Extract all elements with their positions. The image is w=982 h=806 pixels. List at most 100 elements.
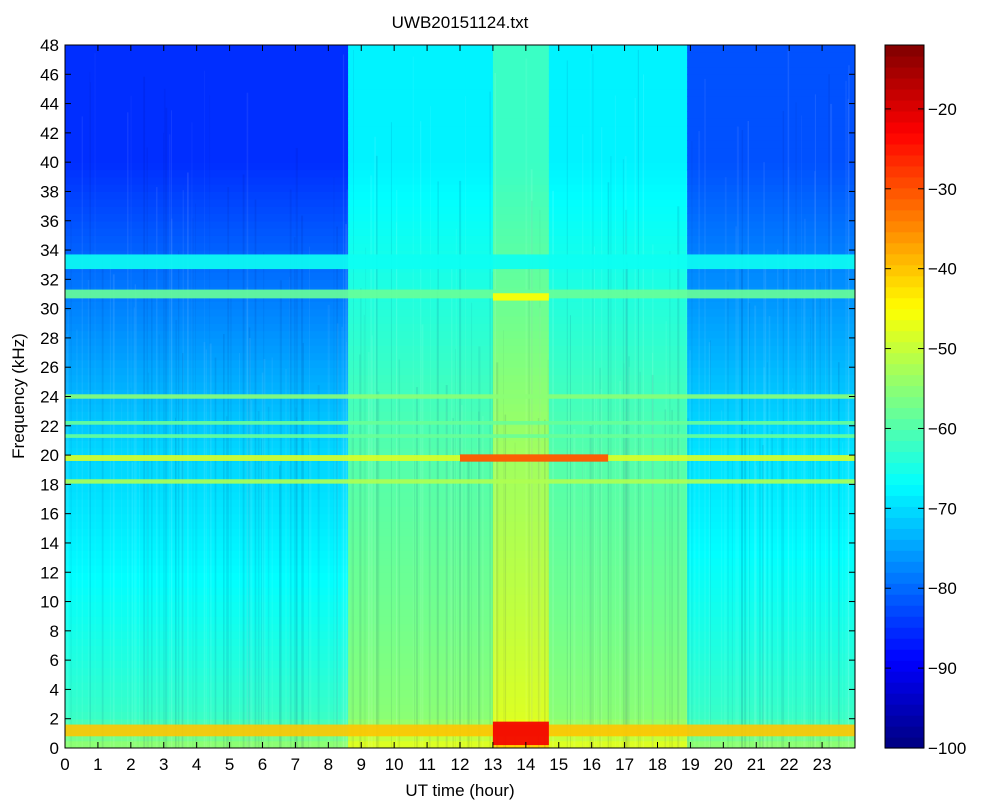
- regime-cell: [492, 550, 550, 559]
- regime-cell: [492, 228, 550, 236]
- x-tick-label: 11: [418, 755, 436, 774]
- regime-cell: [492, 220, 550, 229]
- streak: [101, 258, 104, 748]
- regime-cell: [687, 630, 855, 639]
- regime-cell: [65, 469, 349, 478]
- regime-cell: [687, 711, 855, 720]
- regime-cell: [65, 301, 349, 310]
- streak: [810, 318, 811, 748]
- streak: [429, 106, 431, 748]
- streak: [476, 424, 478, 748]
- regime-cell: [348, 132, 494, 141]
- regime-cell: [65, 272, 349, 280]
- regime-cell: [65, 403, 349, 412]
- regime-cell: [548, 630, 688, 639]
- y-tick-label: 8: [50, 622, 59, 641]
- regime-cell: [548, 718, 688, 727]
- regime-cell: [548, 623, 688, 632]
- regime-cell: [687, 608, 855, 617]
- streak: [136, 292, 137, 748]
- regime-cell: [687, 586, 855, 595]
- regime-cell: [492, 440, 550, 449]
- colorbar-cell: [885, 110, 924, 123]
- streak: [293, 237, 296, 748]
- regime-cell: [348, 213, 494, 222]
- streak: [377, 391, 380, 748]
- streak: [295, 147, 298, 748]
- regime-cell: [65, 491, 349, 500]
- regime-cell: [348, 235, 494, 244]
- regime-cell: [65, 81, 349, 90]
- x-tick-label: 10: [385, 755, 404, 774]
- regime-cell: [65, 110, 349, 119]
- regime-cell: [548, 711, 688, 720]
- regime-cell: [548, 125, 688, 134]
- regime-cell: [348, 162, 494, 171]
- regime-cell: [65, 184, 349, 193]
- colorbar-cell: [885, 572, 924, 584]
- regime-cell: [348, 96, 494, 105]
- colorbar-tick-label: −60: [928, 419, 957, 438]
- regime-cell: [492, 623, 550, 632]
- regime-cell: [65, 352, 349, 361]
- regime-cell: [687, 740, 855, 748]
- regime-cell: [348, 228, 494, 236]
- regime-cell: [65, 506, 349, 515]
- colorbar-cell: [885, 693, 924, 705]
- colorbar-cell: [885, 473, 924, 485]
- regime-cell: [348, 403, 494, 412]
- streak: [624, 438, 626, 748]
- colorbar-cell: [885, 715, 924, 727]
- streak: [209, 343, 212, 748]
- y-tick-label: 48: [40, 36, 59, 55]
- regime-cell: [548, 674, 688, 683]
- regime-cell: [687, 389, 855, 398]
- regime-cell: [492, 667, 550, 676]
- regime-cell: [492, 535, 550, 544]
- regime-cell: [492, 96, 550, 105]
- regime-cell: [492, 491, 550, 500]
- regime-cell: [548, 59, 688, 68]
- colorbar-cell: [885, 671, 924, 683]
- streak: [766, 362, 768, 748]
- streak: [619, 380, 622, 748]
- regime-cell: [548, 389, 688, 398]
- regime-cell: [492, 352, 550, 361]
- regime-cell: [492, 411, 550, 420]
- y-tick-label: 32: [40, 270, 59, 289]
- streak: [165, 107, 168, 748]
- regime-cell: [348, 630, 494, 639]
- streak: [698, 131, 701, 748]
- colorbar-cell: [885, 649, 924, 661]
- regime-cell: [348, 381, 494, 390]
- streak: [599, 388, 602, 748]
- regime-cell: [687, 88, 855, 97]
- colorbar-cell: [885, 407, 924, 420]
- y-tick-label: 28: [40, 329, 59, 348]
- regime-cell: [492, 45, 550, 53]
- streak: [308, 442, 310, 748]
- streak: [151, 291, 153, 748]
- regime-cell: [65, 689, 349, 698]
- regime-cell: [65, 557, 349, 566]
- regime-cell: [348, 499, 494, 507]
- regime-cell: [548, 645, 688, 654]
- regime-cell: [65, 162, 349, 171]
- regime-cell: [687, 411, 855, 420]
- regime-cell: [492, 242, 550, 251]
- streak: [289, 189, 292, 748]
- y-tick-label: 38: [40, 182, 59, 201]
- regime-cell: [687, 733, 855, 742]
- streak: [585, 464, 587, 748]
- regime-cell: [492, 381, 550, 390]
- regime-cell: [687, 118, 855, 127]
- regime-cell: [65, 147, 349, 156]
- regime-cell: [65, 359, 349, 368]
- streak: [754, 457, 756, 748]
- regime-cell: [348, 367, 494, 376]
- colorbar-cell: [885, 638, 924, 650]
- streak: [246, 287, 248, 748]
- streak: [628, 366, 631, 748]
- regime-cell: [548, 520, 688, 529]
